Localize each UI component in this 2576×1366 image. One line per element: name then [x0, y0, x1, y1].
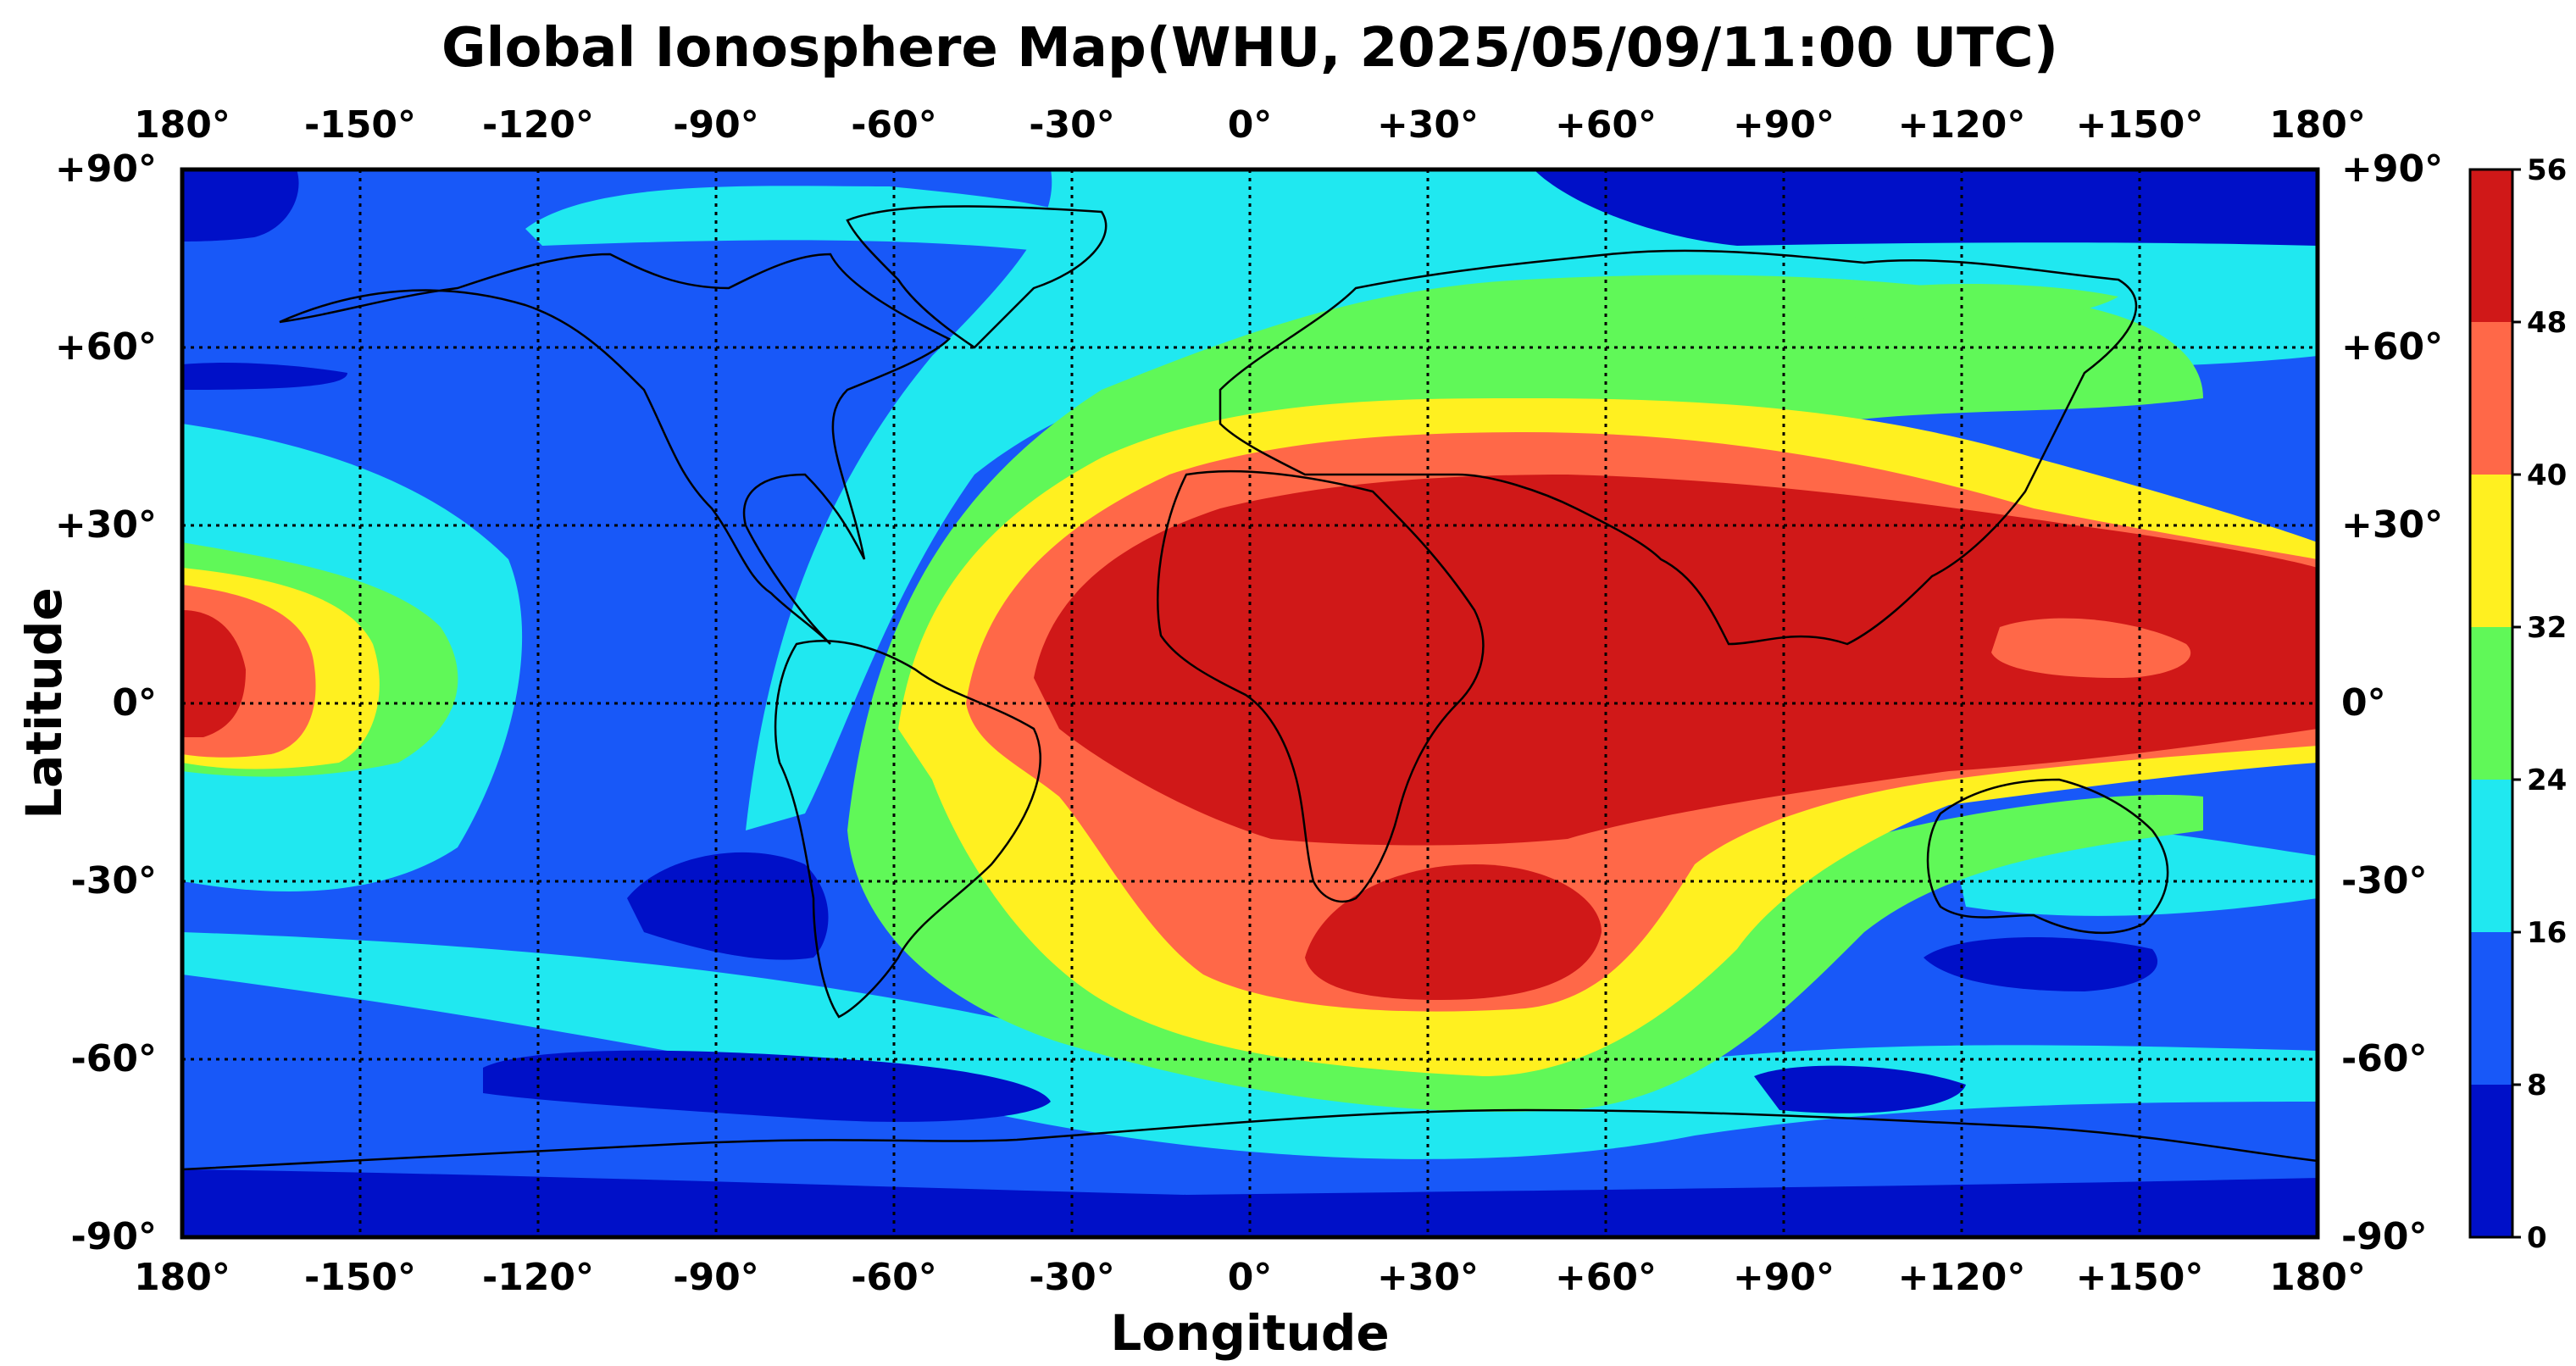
colorbar-tick: 8 — [2527, 1069, 2547, 1102]
x-ticks-top: 180° -150° -120° -90° -60° -30° 0° +30° … — [134, 103, 2366, 147]
y-tick-left: +60° — [55, 325, 157, 369]
tec-contour-0-8-antarctic-west — [483, 1050, 1051, 1122]
colorbar-segment-24-32 — [2470, 627, 2512, 780]
x-tick-bottom: -150° — [304, 1256, 416, 1299]
x-tick-top: 180° — [2269, 103, 2366, 147]
x-tick-top: -30° — [1029, 103, 1115, 147]
y-ticks-left: +90° +60° +30° 0° -30° -60° -90° — [55, 147, 157, 1258]
y-axis-label: Latitude — [15, 587, 73, 819]
x-tick-bottom: -90° — [673, 1256, 759, 1299]
y-ticks-right: +90° +60° +30° 0° -30° -60° -90° — [2341, 147, 2443, 1258]
coastline-south-america — [774, 640, 1041, 1019]
x-tick-top: +60° — [1555, 103, 1657, 147]
tec-contour-0-8-south-pacific — [627, 852, 829, 960]
y-tick-right: 0° — [2341, 681, 2386, 725]
x-tick-bottom: 0° — [1228, 1256, 1273, 1299]
colorbar-tick: 0 — [2527, 1221, 2547, 1255]
tec-contour-24-32 — [847, 275, 2203, 1112]
x-tick-bottom: +90° — [1733, 1256, 1835, 1299]
colorbar-segment-48-56 — [2470, 169, 2512, 322]
x-tick-bottom: -60° — [851, 1256, 937, 1299]
x-tick-bottom: +60° — [1555, 1256, 1657, 1299]
x-tick-top: +30° — [1377, 103, 1479, 147]
coastline-greenland — [846, 205, 1108, 349]
colorbar-tick: 32 — [2527, 611, 2567, 645]
coastline-europe-asia — [1219, 249, 2138, 646]
tec-contour-0-8-north-pacific — [182, 169, 299, 242]
tec-contour-48-56-pacific — [182, 610, 246, 737]
x-ticks-bottom: 180° -150° -120° -90° -60° -30° 0° +30° … — [134, 1256, 2366, 1299]
colorbar: 0 8 16 24 32 40 48 56 — [2468, 153, 2567, 1255]
x-tick-bottom: -30° — [1029, 1256, 1115, 1299]
y-tick-left: -30° — [71, 859, 158, 902]
colorbar-tick: 16 — [2527, 916, 2567, 950]
y-tick-left: -60° — [71, 1037, 158, 1080]
x-axis-label: Longitude — [1110, 1304, 1389, 1362]
tec-contour-48-56-south-atlantic — [1305, 864, 1602, 1000]
colorbar-frame — [2468, 168, 2514, 1239]
colorbar-tick: 24 — [2527, 764, 2567, 797]
y-tick-left: 0° — [112, 681, 157, 725]
colorbar-segment-8-16 — [2470, 932, 2512, 1085]
y-tick-left: +90° — [55, 147, 157, 191]
colorbar-tick: 40 — [2527, 458, 2567, 492]
y-tick-right: +90° — [2341, 147, 2443, 191]
y-tick-right: -60° — [2341, 1037, 2428, 1080]
x-tick-bottom: +150° — [2076, 1256, 2204, 1299]
x-tick-top: -150° — [304, 103, 416, 147]
x-tick-top: 180° — [134, 103, 230, 147]
y-tick-right: -30° — [2341, 859, 2428, 902]
colorbar-segment-32-40 — [2470, 475, 2512, 627]
x-tick-top: +120° — [1898, 103, 2026, 147]
x-tick-top: +150° — [2076, 103, 2204, 147]
tec-contour-0-8-bering — [182, 363, 347, 390]
colorbar-segment-16-24 — [2470, 780, 2512, 932]
coastline-australia — [1926, 778, 2169, 935]
tec-contour-48-56 — [1034, 475, 2318, 846]
tec-contour-24-32-siberia — [1822, 284, 2118, 323]
x-tick-top: +90° — [1733, 103, 1835, 147]
tec-contour-16-24-arctic — [525, 186, 1085, 254]
x-tick-bottom: +30° — [1377, 1256, 1479, 1299]
colorbar-segment-40-48 — [2470, 322, 2512, 475]
grid-lines — [182, 169, 2318, 1237]
tec-contour-0-8-north-asia — [1534, 169, 2318, 246]
x-tick-bottom: 180° — [134, 1256, 230, 1299]
x-tick-bottom: -120° — [482, 1256, 594, 1299]
tec-contour-0-8-south-indian — [1924, 937, 2158, 991]
coastline-africa — [1157, 469, 1485, 903]
y-tick-right: +30° — [2341, 503, 2443, 547]
y-tick-left: +30° — [55, 503, 157, 547]
tec-contour-0-8-antarctic-east — [1754, 1065, 1966, 1113]
x-tick-bottom: 180° — [2269, 1256, 2366, 1299]
x-tick-bottom: +120° — [1898, 1256, 2026, 1299]
chart-title: Global Ionosphere Map(WHU, 2025/05/09/11… — [441, 17, 2058, 80]
colorbar-segment-0-8 — [2470, 1085, 2512, 1237]
map-frame — [180, 167, 2320, 1240]
colorbar-tick: 56 — [2527, 153, 2567, 187]
colorbar-tick: 48 — [2527, 306, 2567, 340]
y-tick-right: +60° — [2341, 325, 2443, 369]
x-tick-top: -120° — [482, 103, 594, 147]
map-area — [182, 169, 2318, 1237]
x-tick-top: 0° — [1228, 103, 1273, 147]
y-tick-left: -90° — [71, 1215, 158, 1258]
x-tick-top: -90° — [673, 103, 759, 147]
y-tick-right: -90° — [2341, 1215, 2428, 1258]
x-tick-top: -60° — [851, 103, 937, 147]
